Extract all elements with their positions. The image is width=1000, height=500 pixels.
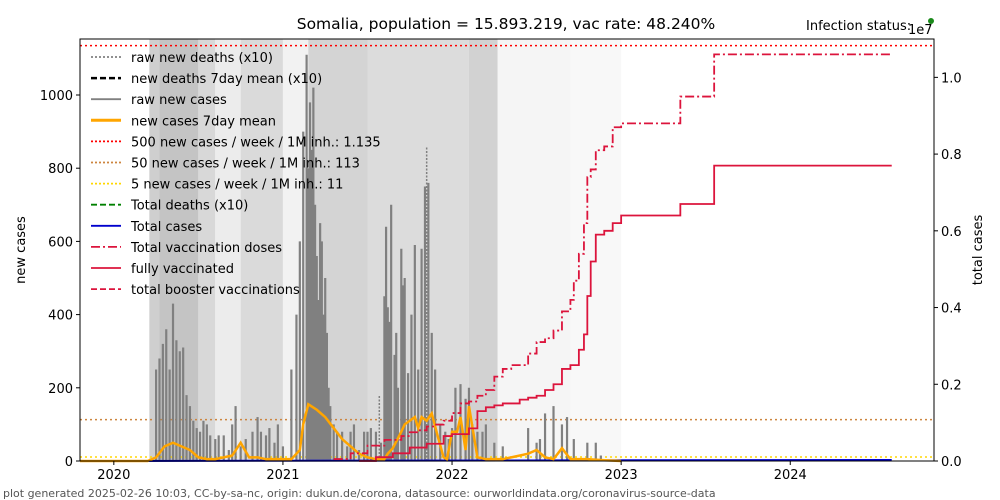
legend-label: Total deaths (x10) xyxy=(130,199,248,214)
status-band xyxy=(198,39,216,461)
legend-label: total booster vaccinations xyxy=(131,283,300,298)
y-right-tick-label: 0.4 xyxy=(941,302,962,317)
y-left-tick-label: 0 xyxy=(65,455,73,470)
legend-label: raw new deaths (x10) xyxy=(131,51,273,66)
legend-label: Total vaccination doses xyxy=(130,241,282,256)
legend-label: fully vaccinated xyxy=(131,262,234,277)
x-tick-label: 2021 xyxy=(266,468,299,483)
plot-marks xyxy=(79,44,934,463)
y-left-tick-label: 1000 xyxy=(40,89,73,104)
legend-label: Total cases xyxy=(130,220,202,235)
axes: 2020 2021 2022 2023 2024 0 200 400 600 800 1000 0.0… xyxy=(40,71,962,483)
chart-title: Somalia, population = 15.893.219, vac ra… xyxy=(297,15,716,33)
y-left-tick-label: 400 xyxy=(48,309,73,324)
fully-vaccinated-line xyxy=(359,164,892,462)
y-left-tick-label: 200 xyxy=(48,382,73,397)
infection-status-dot xyxy=(928,18,934,24)
right-axis-multiplier: 1e7 xyxy=(908,23,933,38)
x-tick-label: 2020 xyxy=(97,468,130,483)
footer-note: plot generated 2025-02-26 10:03, CC-by-s… xyxy=(3,487,716,500)
x-tick-label: 2022 xyxy=(435,468,468,483)
y-left-tick-label: 600 xyxy=(48,235,73,250)
status-band xyxy=(240,39,283,461)
y-right-tick-label: 0.2 xyxy=(941,378,962,393)
legend-label: 50 new cases / week / 1M inh.: 113 xyxy=(131,157,360,172)
status-band xyxy=(149,39,160,461)
y-right-tick-label: 0.0 xyxy=(941,455,962,470)
new-cases-7day-mean-line xyxy=(80,402,622,463)
x-tick-label: 2024 xyxy=(774,468,807,483)
y-left-tick-label: 800 xyxy=(48,162,73,177)
plot-frame xyxy=(79,38,935,462)
status-band xyxy=(468,39,498,461)
y-right-tick-label: 1.0 xyxy=(941,71,962,86)
legend-label: 500 new cases / week / 1M inh.: 1.135 xyxy=(131,135,381,150)
y-right-tick-label: 0.8 xyxy=(941,148,962,163)
legend-label: raw new cases xyxy=(131,93,227,108)
legend-label: new cases 7day mean xyxy=(131,114,276,129)
legend-label: 5 new cases / week / 1M inh.: 11 xyxy=(131,178,343,193)
y-axis-left-label: new cases xyxy=(14,216,29,284)
legend-label: new deaths 7day mean (x10) xyxy=(131,72,322,87)
legend: raw new deaths (x10) new deaths 7day mean… xyxy=(91,51,381,298)
total-vaccination-doses-line xyxy=(333,53,892,460)
infection-status-label: Infection status: xyxy=(806,19,911,34)
x-tick-label: 2023 xyxy=(605,468,638,483)
y-right-tick-label: 0.6 xyxy=(941,225,962,240)
status-band xyxy=(497,39,571,461)
status-band xyxy=(215,39,241,461)
y-axis-right-label: total cases xyxy=(971,215,986,286)
